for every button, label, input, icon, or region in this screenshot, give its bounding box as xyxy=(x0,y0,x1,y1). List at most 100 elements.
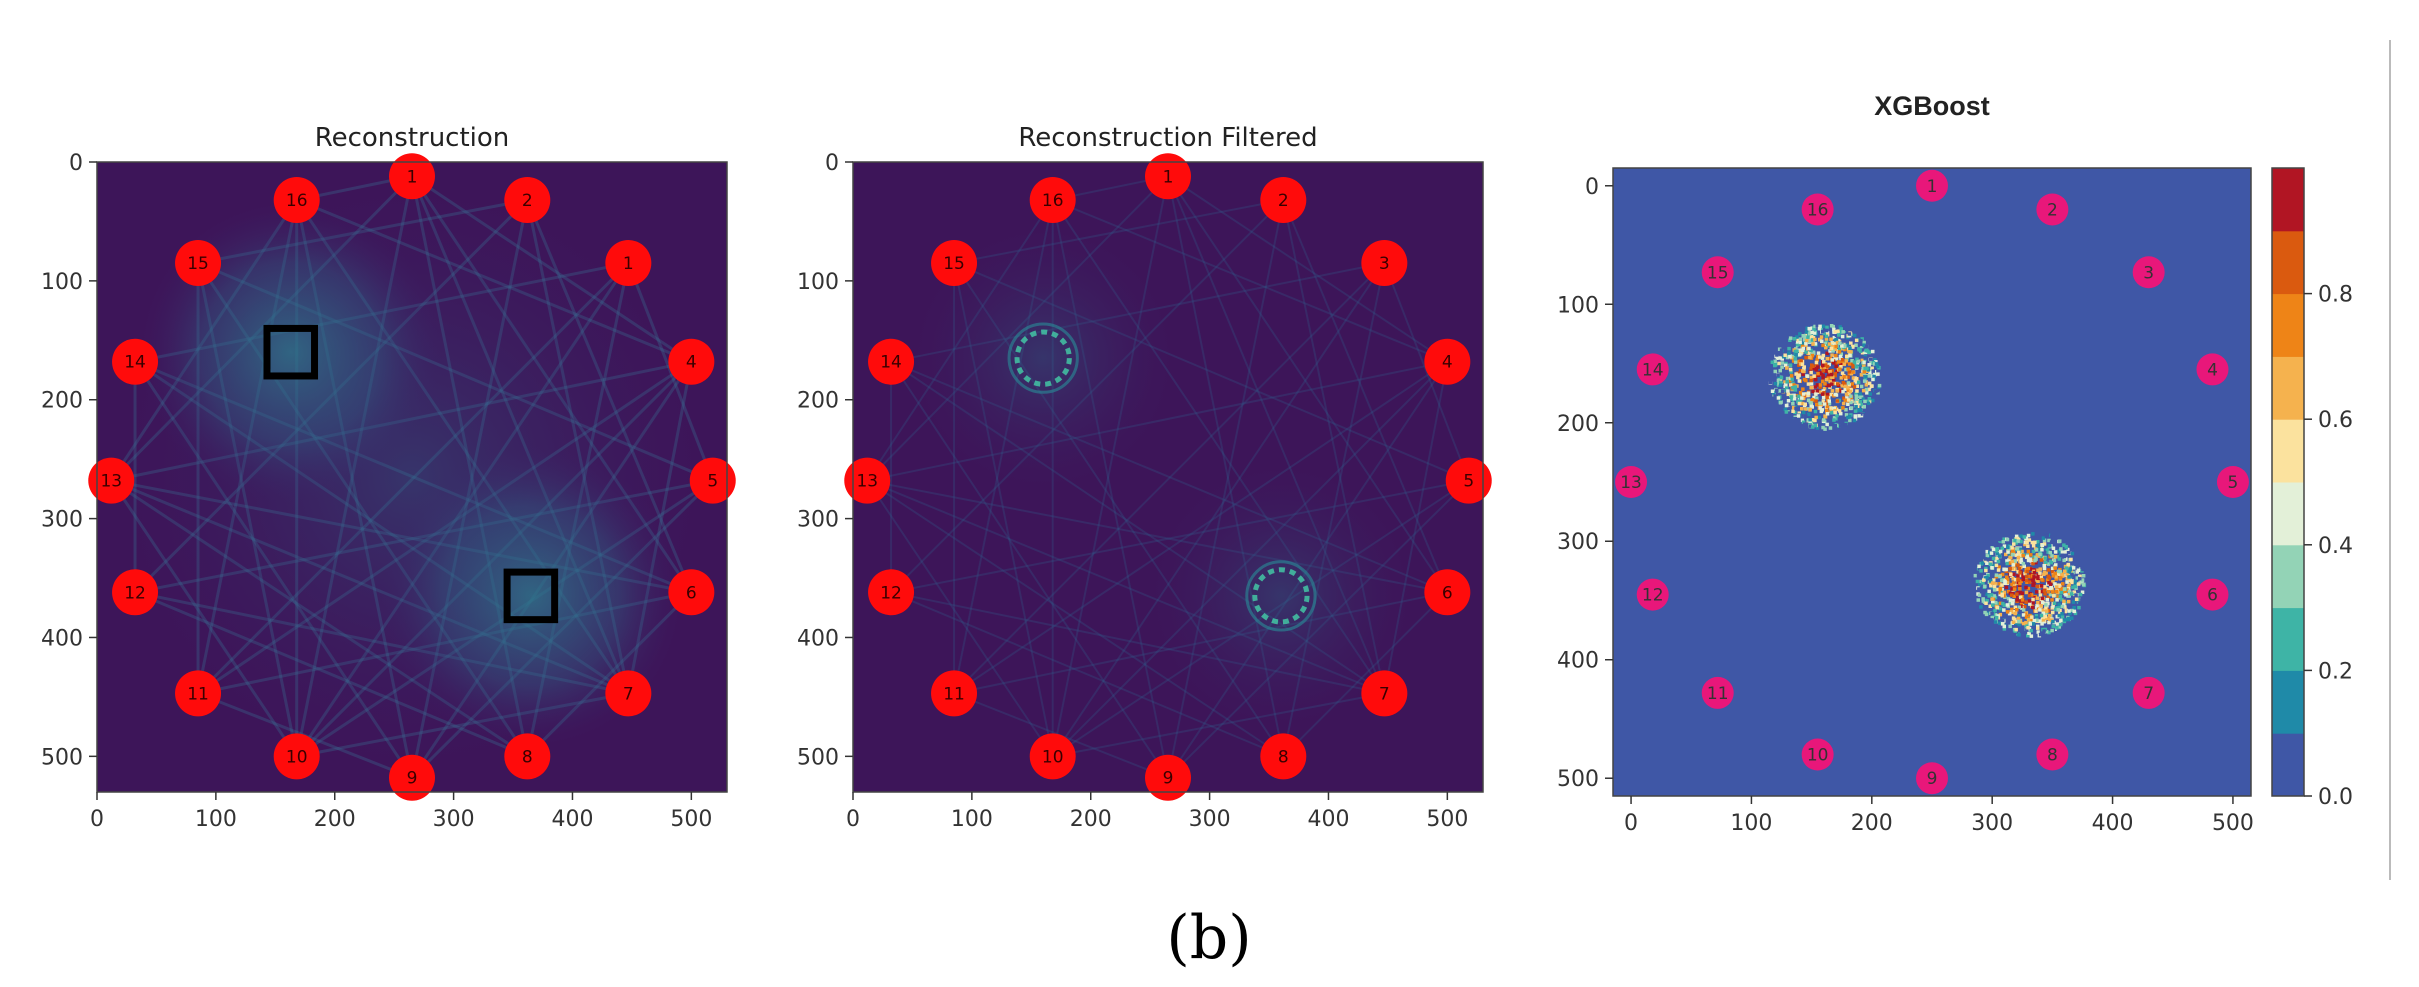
inclusion-ring-outer xyxy=(1007,322,1079,394)
y-tick-label: 500 xyxy=(797,745,839,770)
electrode-label: 13 xyxy=(1620,473,1642,493)
axes-frame xyxy=(1612,167,2252,797)
electrode-7 xyxy=(2132,676,2165,709)
x-tick-label: 200 xyxy=(1851,811,1893,836)
inclusion-ring-outer xyxy=(1245,560,1317,632)
electrode-4 xyxy=(1424,338,1471,385)
predicted-inclusion xyxy=(1768,324,1882,431)
colorbar-band xyxy=(2272,230,2304,295)
inclusion-glow xyxy=(913,228,1174,489)
electrode-1 xyxy=(389,153,435,200)
colorbar-tick-label: 0.6 xyxy=(2318,408,2353,433)
electrode-label: 12 xyxy=(124,583,146,603)
electrode-14 xyxy=(868,338,915,385)
electrode-7 xyxy=(605,670,652,717)
electrode-3 xyxy=(2132,256,2165,289)
y-tick-label: 100 xyxy=(1557,293,1599,318)
electrode-9 xyxy=(1916,762,1948,795)
x-tick-label: 0 xyxy=(846,807,860,832)
electrode-label: 16 xyxy=(286,191,308,211)
inclusion-glow xyxy=(1150,465,1411,726)
electrode-label: 4 xyxy=(1442,353,1453,373)
electrode-label: 1 xyxy=(623,254,634,274)
electrode-13 xyxy=(1615,466,1648,498)
axes-frame xyxy=(96,161,728,793)
electrode-11 xyxy=(1701,676,1734,709)
electrode-10 xyxy=(1029,733,1076,780)
electrode-4 xyxy=(2196,353,2229,386)
electrode-2 xyxy=(1260,177,1307,224)
electrode-label: 10 xyxy=(1042,747,1064,767)
colorbar-tick-label: 0.4 xyxy=(2318,534,2353,559)
electrode-label: 15 xyxy=(943,254,965,274)
electrode-label: 11 xyxy=(187,684,209,704)
panel-title: Reconstruction Filtered xyxy=(1018,123,1317,153)
electrode-label: 5 xyxy=(2228,473,2239,493)
colorbar-band xyxy=(2272,733,2304,797)
y-tick-label: 100 xyxy=(41,270,83,295)
colorbar-band xyxy=(2272,482,2304,546)
electrode-label: 9 xyxy=(407,769,418,789)
electrode-label: 2 xyxy=(522,191,533,211)
x-tick-label: 100 xyxy=(1730,811,1772,836)
x-tick-label: 300 xyxy=(1189,807,1231,832)
electrode-label: 13 xyxy=(100,472,122,492)
x-tick-label: 0 xyxy=(1624,811,1638,836)
y-tick-label: 200 xyxy=(797,389,839,414)
electrode-label: 6 xyxy=(1442,583,1453,603)
electrode-label: 1 xyxy=(1927,177,1938,197)
y-tick-label: 200 xyxy=(1557,412,1599,437)
x-tick-label: 400 xyxy=(551,807,593,832)
electrode-label: 14 xyxy=(124,353,146,373)
y-tick-label: 400 xyxy=(797,626,839,651)
electrode-label: 11 xyxy=(943,684,965,704)
x-tick-label: 300 xyxy=(1971,811,2013,836)
y-tick-label: 300 xyxy=(797,508,839,533)
colorbar-tick-label: 0.8 xyxy=(2318,283,2353,308)
electrode-label: 14 xyxy=(880,353,902,373)
electrode-6 xyxy=(2196,578,2229,611)
electrode-label: 7 xyxy=(1379,684,1390,704)
electrode-label: 5 xyxy=(1463,472,1474,492)
electrode-label: 12 xyxy=(880,583,902,603)
electrode-label: 1 xyxy=(1163,167,1174,187)
electrode-label: 8 xyxy=(522,747,533,767)
electrode-3 xyxy=(605,240,652,287)
colorbar-band xyxy=(2272,670,2304,734)
electrode-label: 11 xyxy=(1707,684,1729,704)
electrode-label: 15 xyxy=(187,254,209,274)
region-box xyxy=(503,568,559,624)
colorbar-band xyxy=(2272,607,2304,671)
electrode-16 xyxy=(1029,177,1076,224)
electrode-label: 8 xyxy=(1278,747,1289,767)
electrode-8 xyxy=(2036,738,2069,771)
colorbar-band xyxy=(2272,293,2304,357)
electrode-5 xyxy=(689,457,736,504)
axes-frame xyxy=(852,161,1484,793)
electrode-label: 14 xyxy=(1642,360,1664,380)
y-tick-label: 400 xyxy=(1557,649,1599,674)
y-tick-label: 300 xyxy=(41,508,83,533)
colorbar-band xyxy=(2272,356,2304,420)
x-tick-label: 100 xyxy=(951,807,993,832)
electrode-label: 4 xyxy=(2207,360,2218,380)
electrode-label: 6 xyxy=(2207,586,2218,606)
electrode-5 xyxy=(2216,466,2249,498)
x-tick-label: 500 xyxy=(2212,811,2254,836)
electrode-2 xyxy=(504,177,551,224)
electrode-label: 8 xyxy=(2047,746,2058,766)
inclusion-ring xyxy=(1014,329,1072,387)
electrode-label: 10 xyxy=(286,747,308,767)
electrode-label: 7 xyxy=(2143,684,2154,704)
electrode-label: 15 xyxy=(1707,263,1729,283)
electrode-12 xyxy=(868,569,915,616)
colorbar-band xyxy=(2272,168,2304,232)
y-tick-label: 0 xyxy=(1585,175,1599,200)
electrode-label: 2 xyxy=(2047,200,2058,220)
x-tick-label: 0 xyxy=(90,807,104,832)
electrode-label: 1 xyxy=(407,167,418,187)
electrode-15 xyxy=(1701,256,1734,289)
